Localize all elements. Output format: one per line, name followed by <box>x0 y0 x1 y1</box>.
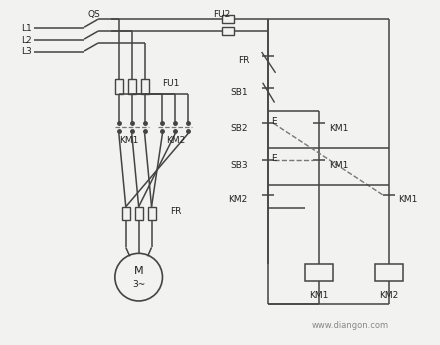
Text: KM1: KM1 <box>119 136 139 145</box>
Bar <box>375 264 403 281</box>
Bar <box>135 207 143 220</box>
Text: KM2: KM2 <box>379 290 398 299</box>
Text: SB3: SB3 <box>230 160 248 169</box>
Text: KM1: KM1 <box>329 160 348 169</box>
Bar <box>305 264 333 281</box>
Bar <box>222 15 234 23</box>
Text: L1: L1 <box>22 24 33 33</box>
Bar <box>141 79 149 93</box>
Text: FR: FR <box>170 207 182 216</box>
Text: M: M <box>134 266 143 276</box>
Text: L2: L2 <box>22 36 32 45</box>
Bar <box>115 79 123 93</box>
Bar <box>128 79 136 93</box>
Text: E: E <box>271 117 277 126</box>
Text: KM1: KM1 <box>329 124 348 133</box>
Text: SB2: SB2 <box>230 124 248 133</box>
Text: L3: L3 <box>22 48 33 57</box>
Text: FU1: FU1 <box>162 79 180 88</box>
Text: KM2: KM2 <box>166 136 185 145</box>
Text: QS: QS <box>88 10 100 19</box>
Text: FR: FR <box>238 56 250 66</box>
Bar <box>122 207 130 220</box>
Text: www.diangon.com: www.diangon.com <box>312 321 389 330</box>
Text: 3~: 3~ <box>132 279 145 289</box>
Text: FU2: FU2 <box>213 10 231 19</box>
Text: KM2: KM2 <box>228 195 248 204</box>
Text: SB1: SB1 <box>230 88 248 97</box>
Bar <box>222 27 234 35</box>
Text: KM1: KM1 <box>309 290 329 299</box>
Bar <box>147 207 155 220</box>
Text: KM1: KM1 <box>399 195 418 204</box>
Text: E: E <box>271 154 277 162</box>
